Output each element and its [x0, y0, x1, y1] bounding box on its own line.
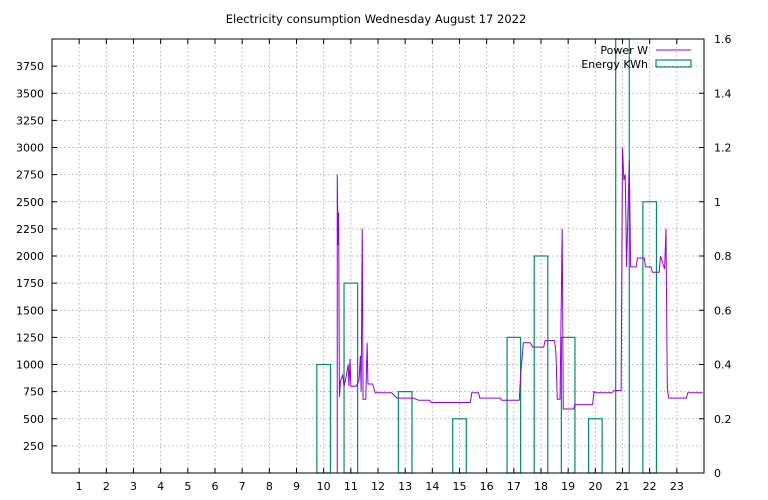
grid-layer — [52, 39, 704, 473]
y-left-tick-label: 1750 — [16, 277, 44, 290]
x-tick-label: 18 — [534, 480, 548, 493]
x-tick-label: 11 — [344, 480, 358, 493]
energy-bar-17 — [506, 336, 522, 474]
x-tick-label: 2 — [103, 480, 110, 493]
y-left-tick-label: 3250 — [16, 114, 44, 127]
x-tick-label: 8 — [266, 480, 273, 493]
y-left-tick-label: 2750 — [16, 169, 44, 182]
y-left-tick-label: 2500 — [16, 196, 44, 209]
legend-label-1: Energy KWh — [581, 58, 648, 71]
x-tick-label: 13 — [398, 480, 412, 493]
y-right-tick-label: 1 — [714, 196, 721, 209]
y-right-tick-label: 1.6 — [714, 33, 732, 46]
y-right-tick-label: 0 — [714, 467, 721, 480]
y-left-tick-label: 2000 — [16, 250, 44, 263]
x-tick-label: 4 — [157, 480, 164, 493]
x-tick-label: 23 — [670, 480, 684, 493]
y-left-tick-label: 3500 — [16, 87, 44, 100]
y-left-tick-label: 3000 — [16, 142, 44, 155]
legend-label-0: Power W — [600, 44, 648, 57]
x-tick-label: 1 — [76, 480, 83, 493]
x-tick-label: 12 — [371, 480, 385, 493]
y-right-tick-label: 1.4 — [714, 87, 732, 100]
y-left-tick-label: 500 — [23, 413, 44, 426]
y-left-tick-label: 1250 — [16, 331, 44, 344]
y-right-tick-label: 0.4 — [714, 359, 732, 372]
y-left-tick-label: 2250 — [16, 223, 44, 236]
x-tick-label: 21 — [616, 480, 630, 493]
x-tick-label: 3 — [130, 480, 137, 493]
x-tick-label: 17 — [507, 480, 521, 493]
x-tick-label: 19 — [561, 480, 575, 493]
y-left-tick-label: 1000 — [16, 359, 44, 372]
x-tick-label: 5 — [184, 480, 191, 493]
y-right-tick-label: 0.8 — [714, 250, 732, 263]
y-left-tick-label: 750 — [23, 386, 44, 399]
axis-ticks-layer: 1 2 3 4 5 6 7 8 9 10 11 12 13 14 15 16 17 18 19 20 21 22 23250… — [16, 33, 732, 493]
power-line — [320, 147, 703, 474]
y-right-tick-label: 0.2 — [714, 413, 732, 426]
x-tick-label: 15 — [453, 480, 467, 493]
power-line-layer — [320, 147, 703, 474]
x-tick-label: 6 — [212, 480, 219, 493]
legend-swatch-energy — [655, 59, 692, 68]
x-tick-label: 20 — [588, 480, 602, 493]
x-tick-label: 9 — [293, 480, 300, 493]
chart-title: Electricity consumption Wednesday August… — [226, 12, 527, 26]
x-tick-label: 10 — [317, 480, 331, 493]
y-right-tick-label: 0.6 — [714, 304, 732, 317]
x-tick-label: 14 — [425, 480, 439, 493]
y-left-tick-label: 3750 — [16, 60, 44, 73]
x-tick-label: 22 — [643, 480, 657, 493]
y-left-tick-label: 1500 — [16, 304, 44, 317]
x-tick-label: 7 — [239, 480, 246, 493]
x-tick-label: 16 — [480, 480, 494, 493]
y-left-tick-label: 250 — [23, 440, 44, 453]
y-right-tick-label: 1.2 — [714, 142, 732, 155]
